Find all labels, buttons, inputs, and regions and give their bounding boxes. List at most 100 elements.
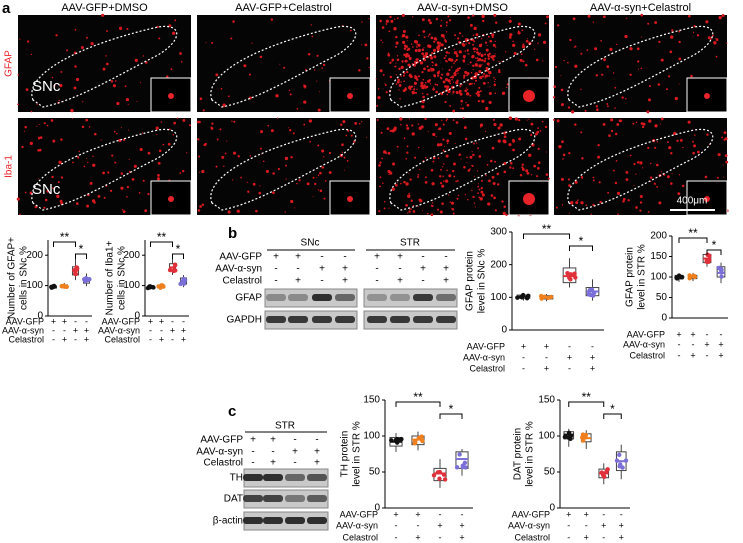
cell <box>563 59 565 62</box>
cell <box>524 63 528 67</box>
cell <box>17 74 20 76</box>
condition-sign: - <box>395 532 398 542</box>
cell <box>489 159 493 163</box>
cell <box>199 171 201 173</box>
cell <box>70 108 74 113</box>
cell <box>422 78 425 81</box>
cell <box>358 69 361 72</box>
cell <box>395 83 398 85</box>
condition-sign: - <box>160 325 163 335</box>
cell <box>420 84 424 88</box>
cell <box>492 54 496 58</box>
cell <box>488 52 491 55</box>
cell <box>490 194 494 197</box>
cell <box>38 123 40 126</box>
cell <box>46 124 49 127</box>
cell <box>485 48 489 52</box>
cell <box>656 141 659 143</box>
cell <box>446 93 449 96</box>
cell <box>406 145 409 148</box>
condition-sign: - <box>522 363 525 373</box>
cell <box>312 176 315 179</box>
cell <box>426 93 429 96</box>
cell <box>446 139 450 143</box>
inset-cell <box>168 196 174 202</box>
cell <box>671 173 673 175</box>
cell <box>402 40 406 44</box>
cell <box>641 125 645 129</box>
cell <box>423 67 426 71</box>
cell <box>491 36 494 39</box>
cell <box>74 65 77 68</box>
cell <box>491 146 495 150</box>
cell <box>25 88 29 91</box>
cell <box>477 192 479 194</box>
cell <box>597 143 600 147</box>
cell <box>545 151 547 153</box>
cell <box>489 39 493 43</box>
cell <box>462 59 466 63</box>
cell <box>412 46 414 48</box>
cell <box>444 78 449 82</box>
panel-label: b <box>228 225 237 242</box>
band <box>288 294 308 301</box>
cell <box>44 198 48 202</box>
cell <box>487 63 490 66</box>
condition-sign: - <box>417 520 420 530</box>
cell <box>51 175 54 179</box>
cell <box>417 75 420 78</box>
cell <box>487 35 490 38</box>
condition-sign: - <box>620 509 623 519</box>
condition-sign: - <box>85 316 88 326</box>
cell <box>427 18 431 22</box>
cell <box>467 63 469 65</box>
cell <box>502 211 506 215</box>
condition-sign: + <box>544 363 549 373</box>
cell <box>477 185 480 188</box>
cell <box>118 26 123 30</box>
cell <box>592 21 595 23</box>
cell <box>464 193 466 196</box>
cell <box>436 46 440 51</box>
cell <box>513 51 517 55</box>
cell <box>443 180 445 182</box>
condition-label: AAV-GFP <box>6 316 44 326</box>
cell <box>625 178 629 181</box>
cell <box>525 39 529 43</box>
cell <box>488 100 492 105</box>
cell <box>233 120 236 123</box>
y-tick-label: 0 <box>501 325 507 336</box>
condition-sign: - <box>293 458 296 469</box>
cell <box>55 34 58 37</box>
cell <box>488 71 492 75</box>
sig-label: ** <box>60 230 70 244</box>
sig-bracket <box>523 233 570 239</box>
condition-sign: - <box>149 334 152 344</box>
cell <box>413 86 415 88</box>
condition-sign: - <box>602 532 605 542</box>
cell <box>518 118 521 122</box>
cell <box>400 81 402 83</box>
cell <box>522 43 525 46</box>
cell <box>445 119 448 122</box>
cell <box>619 119 623 123</box>
cell <box>428 33 431 36</box>
cell <box>396 145 399 148</box>
cell <box>493 13 497 17</box>
cell <box>387 52 390 55</box>
cell <box>488 92 492 96</box>
cell <box>285 178 287 180</box>
cell <box>639 201 643 204</box>
cell <box>561 140 564 144</box>
cell <box>405 46 408 49</box>
cell <box>715 38 719 42</box>
cell <box>534 48 536 50</box>
cell <box>391 129 395 133</box>
condition-sign: - <box>522 352 525 362</box>
cell <box>639 209 642 212</box>
cell <box>60 71 63 73</box>
cell <box>481 193 485 197</box>
sig-bracket <box>395 401 441 407</box>
cell <box>57 180 60 183</box>
cell <box>574 64 578 68</box>
